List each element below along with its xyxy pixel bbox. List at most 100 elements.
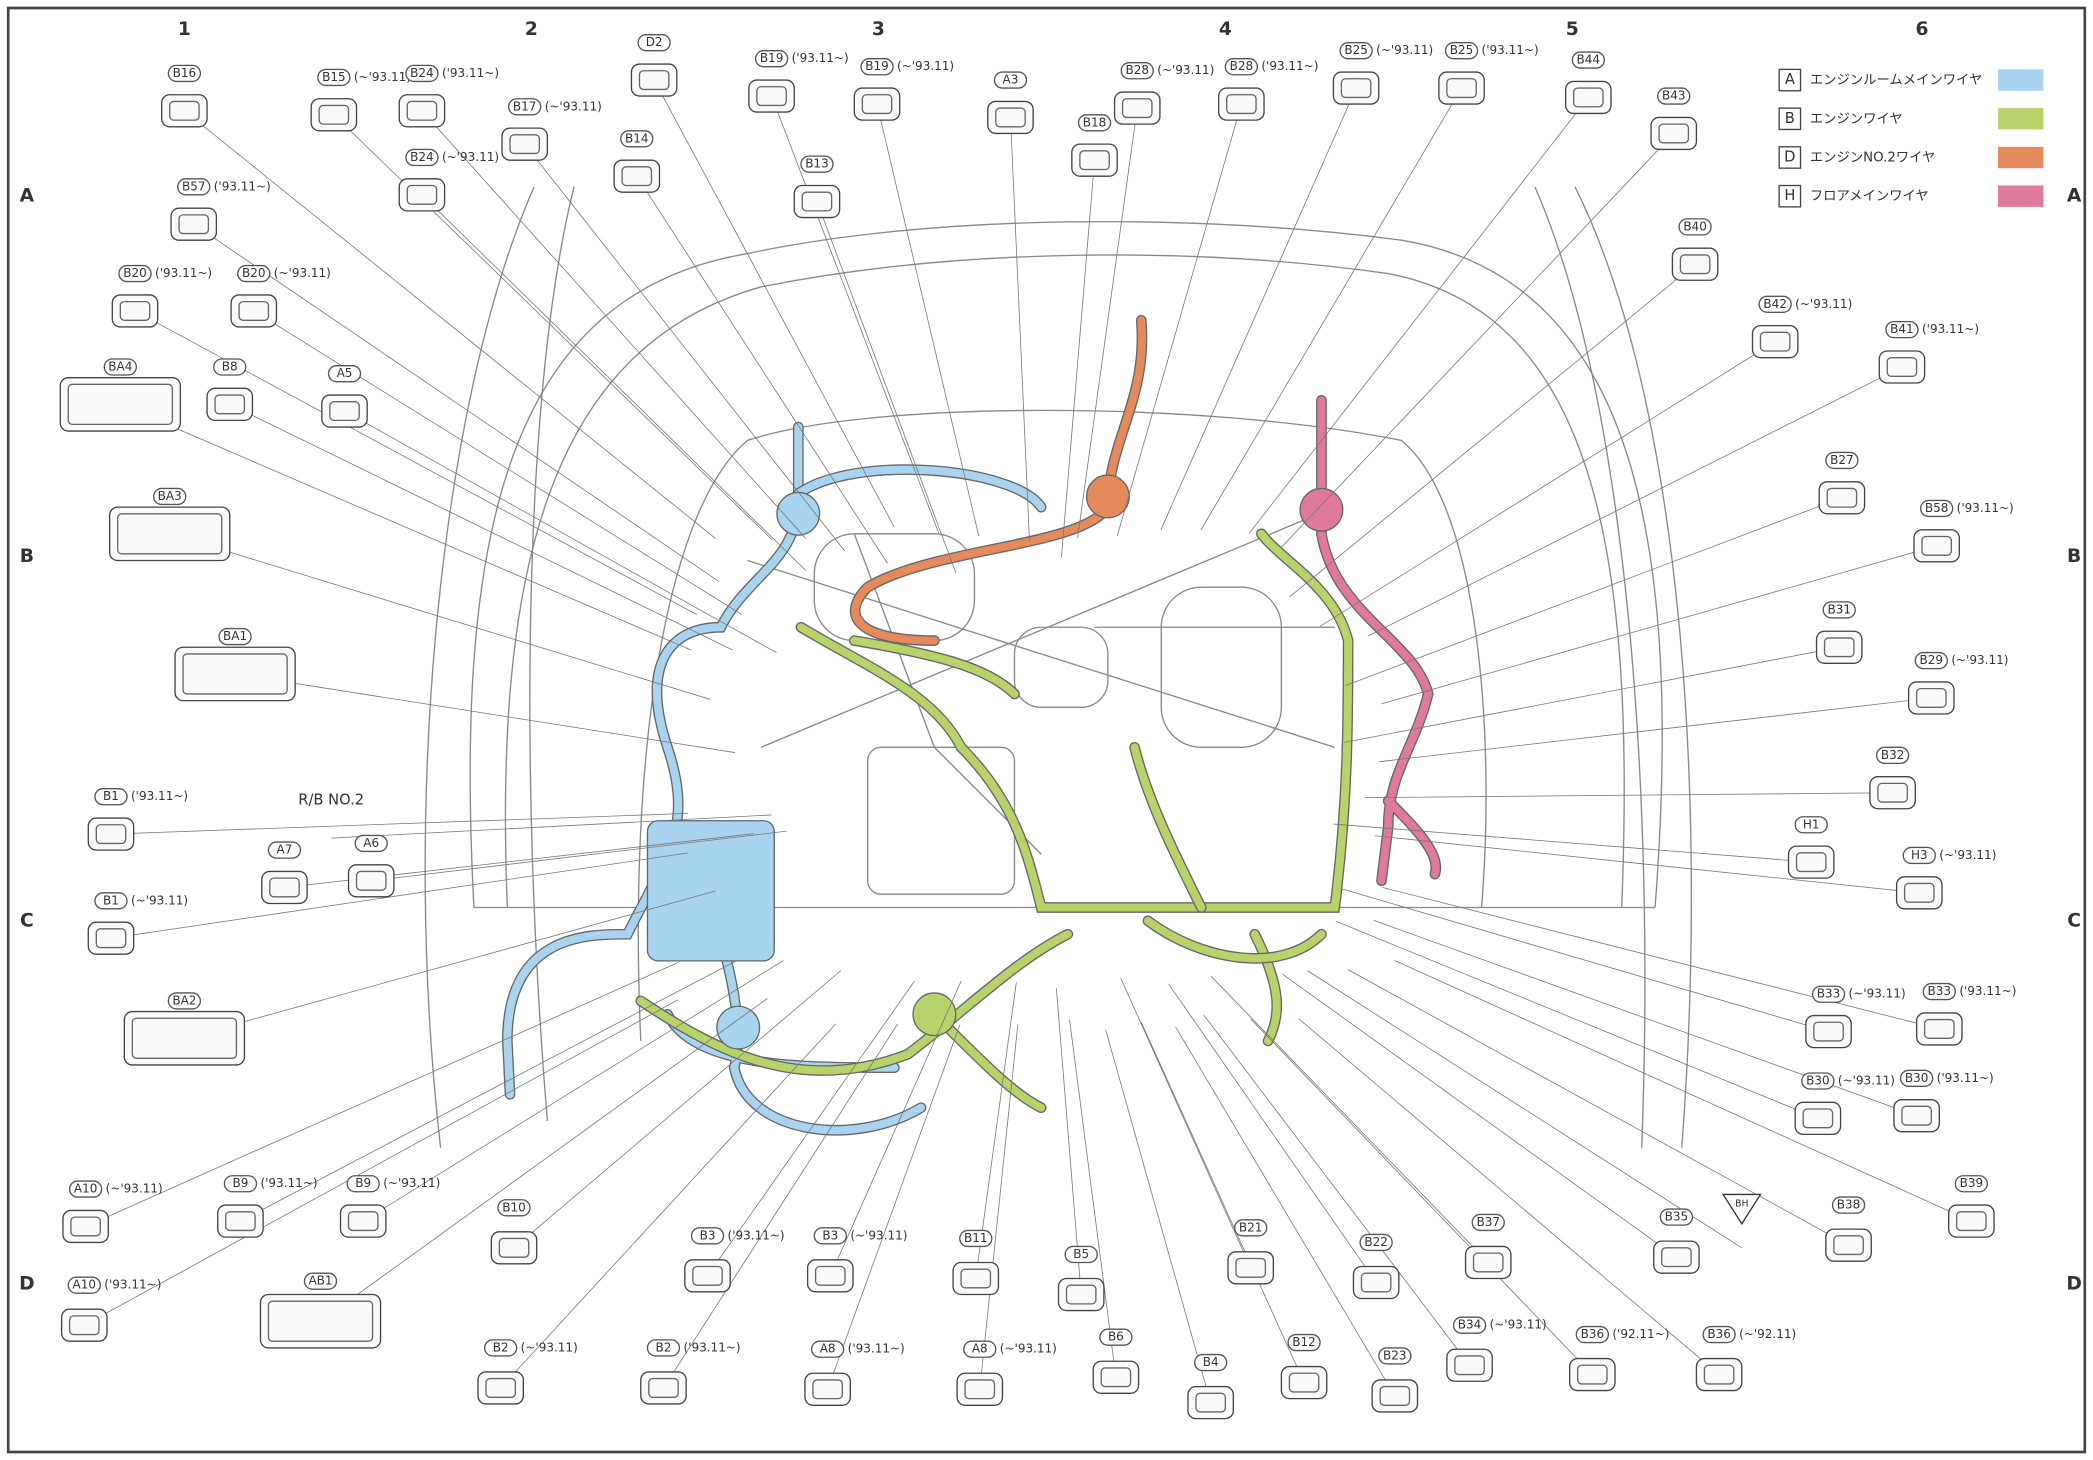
connector-id: B25: [1450, 43, 1474, 57]
connector-body: [1093, 1361, 1138, 1393]
connector-note: (~'93.11): [1838, 1073, 1895, 1087]
connector-id: B18: [1083, 115, 1107, 129]
connector-note: (~'93.11): [131, 893, 188, 907]
connector-body: [399, 179, 444, 211]
connector-id: B16: [173, 66, 197, 80]
connector-id: BH: [1735, 1198, 1748, 1209]
grommet: [717, 1006, 760, 1049]
connector-id: A10: [73, 1278, 96, 1292]
column-number: 4: [1219, 19, 1232, 40]
connector-body: [1353, 1266, 1398, 1298]
connector-id: B33: [1928, 984, 1952, 998]
connector-id: B30: [1905, 1071, 1929, 1085]
connector-id: B57: [182, 179, 206, 193]
connector-body: [685, 1260, 730, 1292]
connector-id: B27: [1830, 453, 1854, 467]
connector-note: ('93.11~): [104, 1278, 161, 1292]
connector-body: [1752, 326, 1797, 358]
column-number: 5: [1566, 19, 1579, 40]
connector-id: A7: [277, 843, 293, 857]
frame: [8, 8, 2085, 1452]
connector-id: B41: [1890, 322, 1914, 336]
connector-id: B36: [1581, 1327, 1605, 1341]
connector-body: [1072, 144, 1117, 176]
connector-id: B1: [103, 893, 119, 907]
row-letter: B: [20, 546, 34, 567]
connector-body: [112, 295, 157, 327]
connector-body: [854, 88, 899, 120]
connector-id: B20: [123, 266, 147, 280]
connector-id: B9: [232, 1176, 248, 1190]
connector-body: [349, 865, 394, 897]
connector-id: B30: [1806, 1073, 1830, 1087]
connector-body: [957, 1373, 1002, 1405]
connector-id: A8: [820, 1342, 836, 1356]
connector-note: ('93.11~): [442, 66, 499, 80]
connector-body: [1333, 72, 1378, 104]
connector-body: [110, 507, 230, 560]
connector-id: A6: [363, 836, 379, 850]
connector-body: [1914, 530, 1959, 562]
column-number: 6: [1915, 19, 1928, 40]
row-letter: A: [20, 186, 35, 207]
connector-body: [60, 378, 180, 431]
column-number: 2: [525, 19, 538, 40]
connector-id: D2: [646, 35, 663, 49]
connector-id: B40: [1683, 219, 1707, 233]
connector-body: [1894, 1100, 1939, 1132]
connector-id: B3: [700, 1228, 716, 1242]
connector-id: B35: [1665, 1210, 1689, 1224]
row-letter: B: [2067, 546, 2081, 567]
connector-note: ('93.11~): [728, 1228, 785, 1242]
connector-body: [1466, 1246, 1511, 1278]
connector-body: [1219, 88, 1264, 120]
connector-id: B13: [805, 157, 829, 171]
connector-id: BA3: [158, 489, 182, 503]
legend-label: エンジンNO.2ワイヤ: [1810, 150, 1936, 165]
connector-id: A3: [1003, 73, 1019, 87]
connector-id: B22: [1364, 1235, 1388, 1249]
legend-label: エンジンワイヤ: [1810, 112, 1903, 127]
connector-body: [491, 1232, 536, 1264]
legend-swatch: [1998, 108, 2043, 129]
connector-note: (~'93.11): [521, 1340, 578, 1354]
column-number: 3: [872, 19, 885, 40]
legend-swatch: [1998, 186, 2043, 207]
connector-id: AB1: [308, 1274, 332, 1288]
connector-id: B2: [493, 1340, 509, 1354]
connector-body: [1879, 351, 1924, 383]
connector-body: [1819, 482, 1864, 514]
connector-id: B24: [410, 150, 434, 164]
connector-body: [1949, 1205, 1994, 1237]
connector-id: BA4: [108, 360, 132, 374]
connector-body: [231, 295, 276, 327]
connector-id: H1: [1803, 817, 1820, 831]
connector-id: B33: [1817, 987, 1841, 1001]
connector-id: A8: [972, 1342, 988, 1356]
connector-body: [341, 1205, 386, 1237]
connector-body: [124, 1012, 244, 1065]
connector-body: [478, 1372, 523, 1404]
connector-body: [218, 1205, 263, 1237]
connector-id: B11: [964, 1231, 988, 1245]
connector-id: B20: [242, 266, 266, 280]
column-number: 1: [178, 19, 191, 40]
connector-note: ('93.11~): [1957, 501, 2014, 515]
connector-id: B25: [1344, 43, 1368, 57]
connector-note: (~'93.11): [1000, 1342, 1057, 1356]
connector-body: [1672, 248, 1717, 280]
connector-note: ('93.11~): [1959, 984, 2016, 998]
connector-body: [1115, 92, 1160, 124]
connector-id: B19: [760, 51, 784, 65]
connector-body: [207, 388, 252, 420]
connector-id: B28: [1230, 59, 1254, 73]
connector-body: [399, 95, 444, 127]
connector-id: B36: [1707, 1327, 1731, 1341]
connector-note: ('93.11~): [1261, 59, 1318, 73]
connector-id: B21: [1239, 1220, 1263, 1234]
connector-body: [1447, 1349, 1492, 1381]
connector-id: B17: [513, 99, 537, 113]
connector-body: [953, 1262, 998, 1294]
connector-id: A5: [337, 366, 353, 380]
connector-note: ('93.11~): [792, 51, 849, 65]
